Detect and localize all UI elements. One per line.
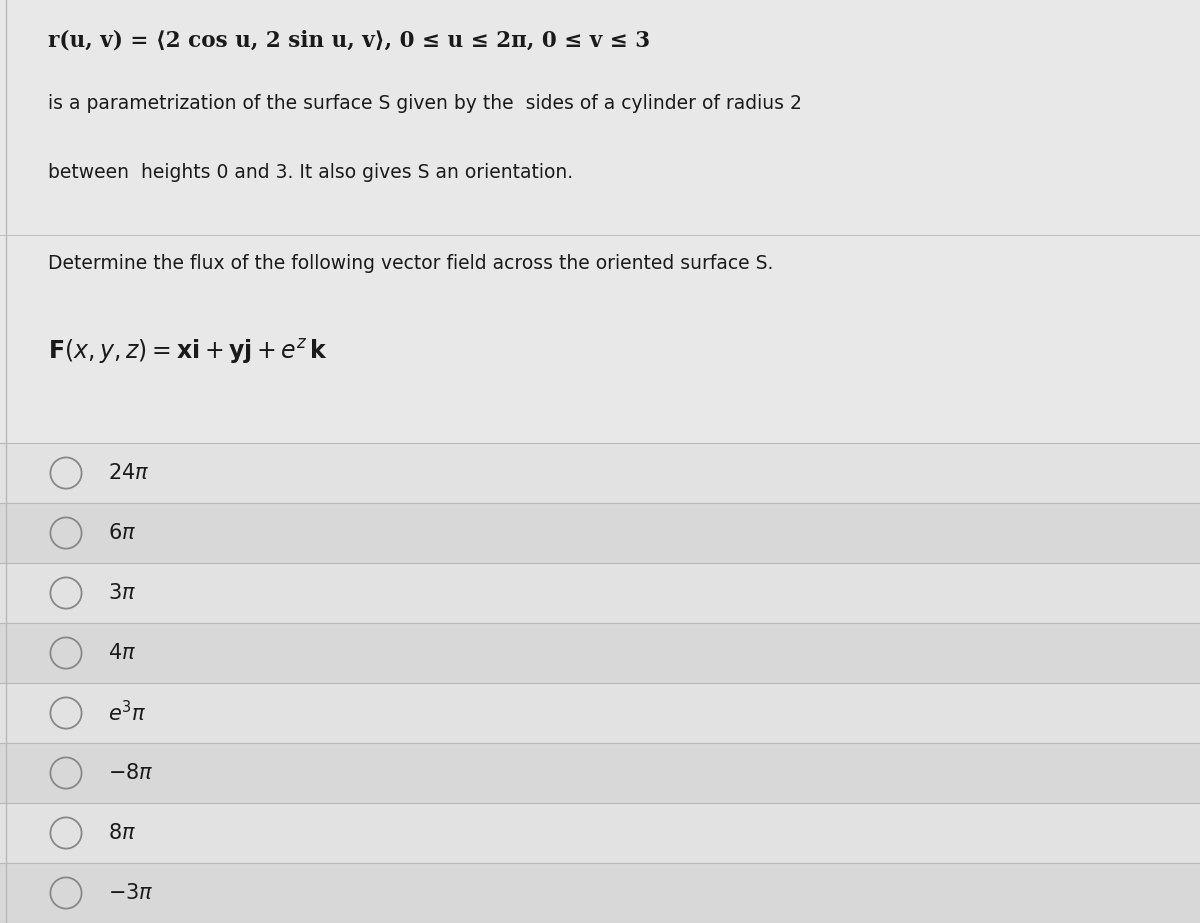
Text: r(u, v) = ⟨2 cos u, 2 sin u, v⟩, 0 ≤ u ≤ 2π, 0 ≤ v ≤ 3: r(u, v) = ⟨2 cos u, 2 sin u, v⟩, 0 ≤ u ≤… [48, 30, 650, 52]
Text: $4\pi$: $4\pi$ [108, 643, 136, 663]
Bar [0, 0, 1200, 443]
Text: $-8\pi$: $-8\pi$ [108, 763, 154, 783]
Bar [0, 743, 1200, 803]
Text: $8\pi$: $8\pi$ [108, 823, 136, 843]
Bar [0, 863, 1200, 923]
Bar [0, 443, 1200, 503]
Text: $e^3\pi$: $e^3\pi$ [108, 701, 146, 725]
Text: $3\pi$: $3\pi$ [108, 583, 136, 603]
Text: $-3\pi$: $-3\pi$ [108, 883, 154, 903]
Text: $24\pi$: $24\pi$ [108, 463, 150, 483]
Text: between  heights 0 and 3. It also gives S an orientation.: between heights 0 and 3. It also gives S… [48, 163, 574, 183]
Text: is a parametrization of the surface S given by the  sides of a cylinder of radiu: is a parametrization of the surface S gi… [48, 94, 802, 114]
Text: $\mathbf{F}(x, y, z) = \mathbf{x}\mathbf{i} + \mathbf{y}\mathbf{j} + e^z\,\mathb: $\mathbf{F}(x, y, z) = \mathbf{x}\mathbf… [48, 337, 328, 366]
Bar [0, 623, 1200, 683]
Text: $6\pi$: $6\pi$ [108, 523, 136, 543]
Bar [0, 683, 1200, 743]
Bar [0, 563, 1200, 623]
Bar [0, 803, 1200, 863]
Text: Determine the flux of the following vector field across the oriented surface S.: Determine the flux of the following vect… [48, 254, 773, 273]
Bar [0, 503, 1200, 563]
